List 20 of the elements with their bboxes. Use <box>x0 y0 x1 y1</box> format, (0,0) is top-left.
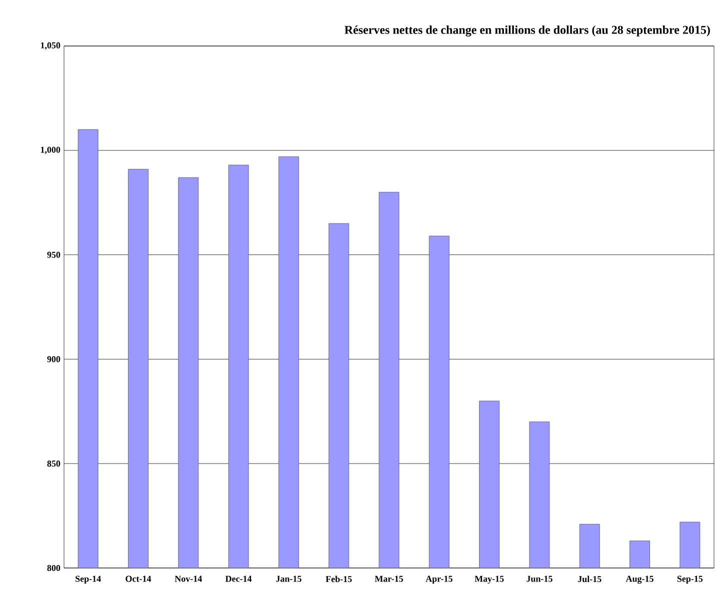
x-tick-label: Sep-14 <box>76 576 101 584</box>
x-tick-label: Feb-15 <box>326 576 352 582</box>
y-tick-label: 800 <box>47 564 60 572</box>
x-tick-label: May-15 <box>474 576 504 584</box>
x-tick-label: Mar-15 <box>374 576 404 582</box>
x-tick-label: Jan-15 <box>276 576 302 582</box>
x-tick-label: Aug-15 <box>626 576 654 584</box>
x-tick-label: Jun-15 <box>526 576 552 582</box>
x-tick-label: Apr-15 <box>426 576 452 584</box>
x-tick-label: Nov-14 <box>174 576 202 582</box>
chart-title: Réserves nettes de change en millions de dollars (au 28 septembre 2015) <box>344 25 710 36</box>
y-tick-label: 850 <box>47 460 60 467</box>
x-tick-label: Dec-14 <box>225 576 252 582</box>
y-tick-label: 1,000 <box>40 146 60 154</box>
y-tick-label: 900 <box>47 356 60 362</box>
x-tick-label: Oct-14 <box>126 576 152 582</box>
y-tick-label: 950 <box>47 252 60 258</box>
x-tick-label: Jul-15 <box>578 576 602 582</box>
x-tick-label: Sep-15 <box>677 576 703 584</box>
y-tick-label: 1,050 <box>40 42 60 50</box>
